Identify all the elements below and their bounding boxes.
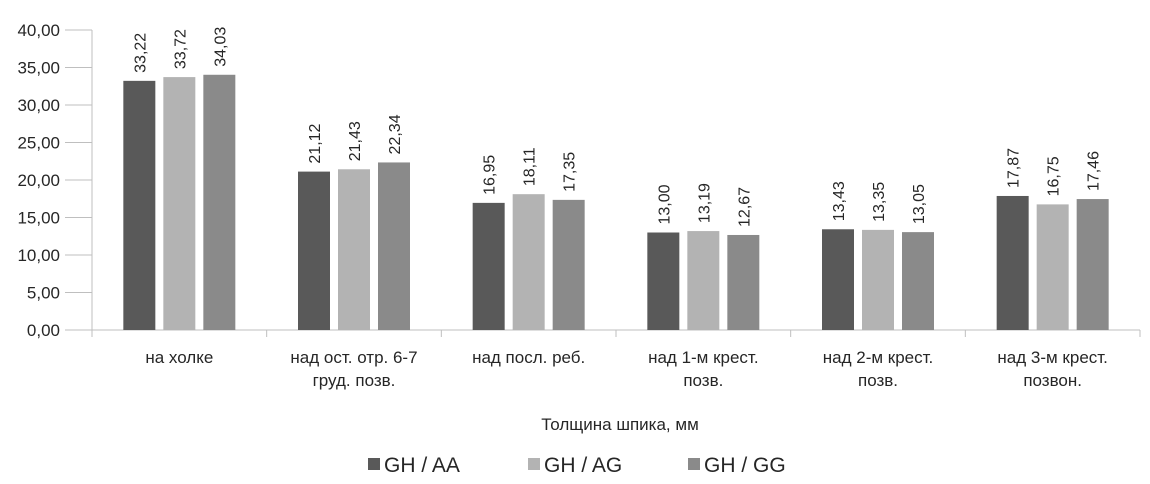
bar: [472, 202, 505, 330]
data-label: 16,95: [482, 155, 499, 195]
bar: [163, 77, 196, 330]
legend: GH / AA GH / AG GH / GG: [368, 454, 786, 477]
data-label: 18,11: [522, 147, 539, 186]
bar: [298, 171, 330, 330]
data-label: 13,00: [656, 184, 673, 224]
bar: [862, 229, 894, 330]
y-tick-label: 0,00: [27, 321, 60, 340]
x-axis-title: Толщина шпика, мм: [541, 415, 699, 434]
x-tick-label: над 2-м крест. позв.: [823, 348, 933, 390]
legend-label: GH / GG: [704, 454, 786, 477]
legend-swatch: [528, 458, 540, 470]
bar: [552, 199, 585, 330]
bar: [687, 231, 720, 330]
data-label: 17,87: [1006, 148, 1023, 188]
data-label: 33,72: [172, 29, 189, 69]
x-tick-label: над 3-м крест. позвон.: [997, 348, 1107, 390]
y-tick-label: 15,00: [17, 209, 60, 228]
data-label: 13,43: [831, 181, 848, 221]
x-tick-label: на холке: [145, 348, 213, 367]
bar: [647, 232, 680, 330]
data-label: 12,67: [736, 187, 753, 227]
x-tick-label: над посл. реб.: [472, 348, 585, 367]
data-labels: 33,22 21,12 16,95 13,00 13,43 17,87 33,72 21,43…: [132, 27, 1102, 227]
legend-label: GH / AA: [384, 454, 460, 477]
data-label: 33,22: [132, 33, 149, 73]
bar: [996, 195, 1029, 330]
x-tick-label: над 1-м крест. позв.: [648, 348, 758, 390]
y-tick-label: 30,00: [17, 96, 60, 115]
bar: [123, 80, 156, 330]
bar: [338, 169, 370, 330]
y-tick-label: 5,00: [27, 284, 60, 303]
data-label: 17,35: [562, 152, 579, 192]
x-axis: на холке над ост. отр. 6-7 груд. позв. над …: [91, 329, 1141, 390]
y-axis: 0,00 5,00 10,00 15,00 20,00 25,00 30,00 35,00 40…: [17, 21, 93, 340]
bar: [203, 74, 236, 331]
data-label: 13,35: [871, 182, 888, 222]
bar: [822, 229, 854, 330]
data-label: 22,34: [387, 114, 404, 154]
legend-swatch: [688, 458, 700, 470]
y-tick-label: 20,00: [17, 171, 60, 190]
data-label: 17,46: [1086, 151, 1103, 191]
data-label: 13,19: [696, 183, 713, 223]
y-tick-label: 40,00: [17, 21, 60, 40]
legend-label: GH / AG: [544, 454, 622, 477]
data-label: 16,75: [1046, 156, 1063, 196]
bar: [902, 232, 934, 330]
bar: [1076, 199, 1109, 330]
data-label: 21,12: [307, 123, 324, 163]
y-tick-label: 25,00: [17, 134, 60, 153]
data-label: 34,03: [212, 27, 229, 67]
y-tick-label: 35,00: [17, 59, 60, 78]
bar: [1036, 204, 1069, 330]
data-label: 13,05: [911, 184, 928, 224]
data-label: 21,43: [347, 121, 364, 161]
y-tick-label: 10,00: [17, 246, 60, 265]
x-tick-label: над ост. отр. 6-7 груд. позв.: [290, 348, 417, 390]
bars: [123, 74, 1109, 331]
bar: [727, 234, 760, 330]
bar: [378, 162, 410, 330]
bar: [512, 194, 545, 330]
legend-swatch: [368, 458, 380, 470]
